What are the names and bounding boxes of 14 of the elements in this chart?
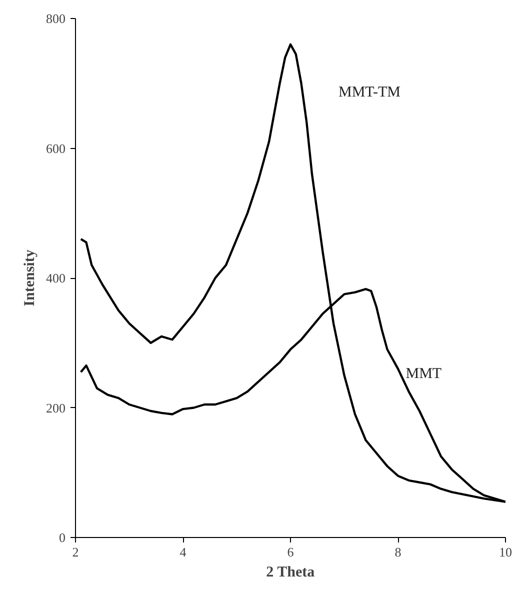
text: MMT-TM <box>338 84 400 100</box>
y-tick-label: 800 <box>46 11 66 26</box>
x-tick-label: 4 <box>180 544 187 560</box>
x-tick-label: 8 <box>394 544 402 560</box>
x-tick-label: 6 <box>287 544 294 560</box>
y-tick-label: 600 <box>46 140 66 156</box>
y-tick-label: 0 <box>59 530 66 545</box>
y-tick-label: 400 <box>46 270 66 286</box>
x-axis-title: 2 Theta <box>266 564 316 580</box>
series-label: MMT <box>406 366 442 382</box>
x-tick-label: 10 <box>499 544 512 560</box>
x-tick-label: 2 <box>72 544 79 560</box>
y-tick-label: 200 <box>46 400 66 416</box>
y-axis-title: Intensity <box>22 249 38 306</box>
